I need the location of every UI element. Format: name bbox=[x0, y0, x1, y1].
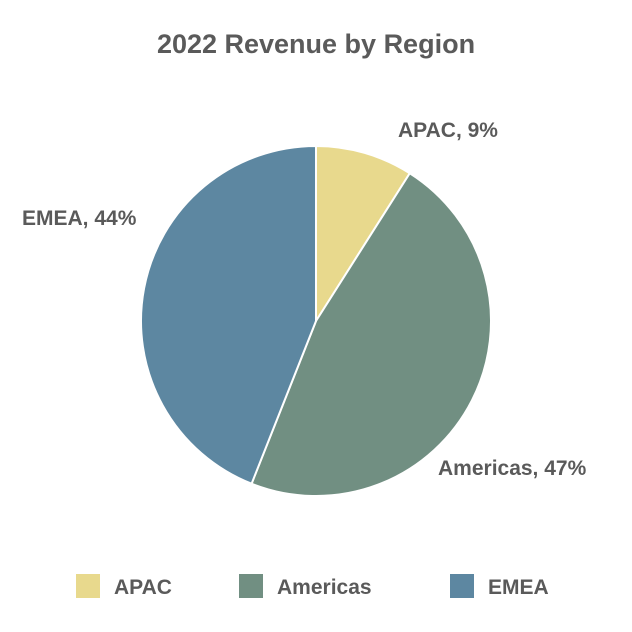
chart-title: 2022 Revenue by Region bbox=[157, 29, 475, 59]
data-label-apac: APAC, 9% bbox=[398, 119, 498, 142]
pie-slice-emea bbox=[139, 144, 317, 486]
legend-label-americas: Americas bbox=[277, 576, 372, 599]
legend-swatch-emea bbox=[450, 574, 474, 598]
data-label-americas: Americas, 47% bbox=[438, 457, 587, 480]
pie-slice-americas bbox=[250, 171, 492, 497]
pie-slice-apac bbox=[315, 144, 412, 325]
legend-swatch-apac bbox=[76, 574, 100, 598]
legend-label-apac: APAC bbox=[114, 576, 172, 599]
data-label-emea: EMEA, 44% bbox=[22, 207, 137, 230]
legend: APAC Americas EMEA bbox=[76, 574, 549, 599]
legend-label-emea: EMEA bbox=[488, 576, 549, 599]
legend-swatch-americas bbox=[239, 574, 263, 598]
pie-slices bbox=[139, 144, 492, 497]
